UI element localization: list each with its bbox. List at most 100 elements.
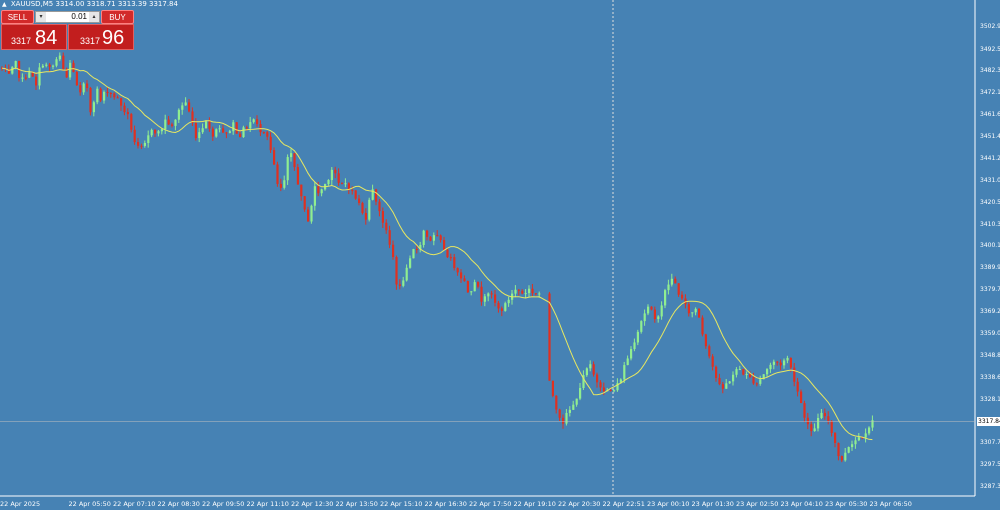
price-tick-label: 3482.3 (980, 67, 1000, 75)
candles-layer (1, 52, 874, 463)
price-tick-label: 3328.1 (980, 395, 1000, 403)
buy-button[interactable]: BUY (101, 10, 134, 24)
candle-body (521, 290, 524, 294)
time-tick-label: 23 Apr 02:50 (736, 500, 779, 508)
candle-body (789, 357, 792, 368)
lot-size-field[interactable]: ▾ 0.01 ▴ (35, 11, 100, 23)
candle-body (861, 437, 864, 439)
candle-body (167, 119, 170, 125)
candle-body (803, 403, 806, 418)
candle-body (817, 417, 820, 429)
candle-body (735, 369, 738, 375)
candle-body (266, 132, 269, 137)
time-tick-label: 22 Apr 12:30 (291, 500, 334, 508)
candle-body (514, 289, 517, 294)
candle-body (65, 68, 68, 78)
candle-body (456, 268, 459, 273)
candle-body (133, 129, 136, 143)
candle-body (24, 77, 27, 79)
candle-body (269, 136, 272, 151)
candle-body (630, 349, 633, 359)
candle-body (783, 360, 786, 366)
candle-body (636, 331, 639, 343)
candle-body (531, 288, 534, 294)
candle-body (439, 235, 442, 241)
candle-body (232, 122, 235, 132)
candle-body (147, 135, 150, 143)
candle-body (279, 183, 282, 188)
candle-body (137, 142, 140, 146)
candle-body (701, 317, 704, 335)
candle-body (89, 87, 92, 113)
candle-body (242, 127, 245, 138)
candle-body (72, 62, 75, 72)
candle-body (300, 184, 303, 197)
candle-body (436, 235, 439, 237)
candle-body (582, 375, 585, 388)
time-tick-label: 22 Apr 20:30 (558, 500, 601, 508)
price-tick-label: 3348.8 (980, 351, 1000, 359)
candle-body (857, 437, 860, 441)
candle-body (558, 409, 561, 418)
price-tick-label: 3389.9 (980, 264, 1000, 272)
price-tick-label: 3451.4 (980, 133, 1000, 141)
time-tick-label: 23 Apr 00:10 (647, 500, 690, 508)
candle-body (793, 367, 796, 382)
candle-body (443, 240, 446, 250)
candle-body (354, 190, 357, 199)
candle-body (310, 205, 313, 222)
candle-body (711, 356, 714, 367)
candle-body (691, 312, 694, 314)
candle-body (28, 72, 31, 78)
candle-body (116, 97, 119, 99)
candle-body (796, 381, 799, 392)
lot-increase-icon[interactable]: ▴ (89, 12, 99, 22)
price-tick-label: 3338.6 (980, 373, 1000, 381)
candle-body (813, 428, 816, 432)
candle-body (660, 305, 663, 317)
candle-body (283, 180, 286, 188)
candle-body (674, 278, 677, 284)
candle-body (273, 150, 276, 165)
candle-body (341, 182, 344, 184)
candle-body (772, 361, 775, 365)
lot-size-value[interactable]: 0.01 (71, 12, 87, 21)
candle-body (609, 390, 612, 392)
candle-body (205, 121, 208, 129)
candle-body (854, 440, 857, 445)
candle-body (844, 452, 847, 461)
candle-body (109, 92, 112, 94)
price-tick-label: 3420.5 (980, 198, 1000, 206)
candle-body (296, 167, 299, 185)
candle-body (21, 77, 24, 79)
candle-body (334, 169, 337, 174)
candle-body (551, 380, 554, 396)
candle-body (616, 383, 619, 391)
time-tick-label: 22 Apr 17:50 (469, 500, 512, 508)
candle-body (82, 83, 85, 93)
candle-body (96, 88, 99, 103)
buy-price-display[interactable]: 3317 96 (68, 24, 134, 50)
candle-body (810, 424, 813, 432)
candle-body (463, 278, 466, 282)
candle-body (500, 308, 503, 311)
candle-body (303, 196, 306, 210)
candle-body (786, 357, 789, 361)
candle-body (752, 376, 755, 384)
sell-price-pips: 84 (35, 27, 58, 49)
candle-body (806, 417, 809, 425)
candle-body (623, 365, 626, 380)
candle-body (470, 291, 473, 293)
candle-body (732, 374, 735, 382)
candle-body (677, 283, 680, 295)
candle-body (222, 128, 225, 133)
time-tick-label: 22 Apr 05:50 (68, 500, 111, 508)
candle-body (198, 132, 201, 139)
candle-body (126, 112, 129, 115)
candle-body (201, 128, 204, 133)
sell-price-display[interactable]: 3317 84 (1, 24, 67, 50)
candle-body (453, 257, 456, 269)
lot-decrease-icon[interactable]: ▾ (36, 12, 46, 22)
sell-button[interactable]: SELL (1, 10, 34, 24)
